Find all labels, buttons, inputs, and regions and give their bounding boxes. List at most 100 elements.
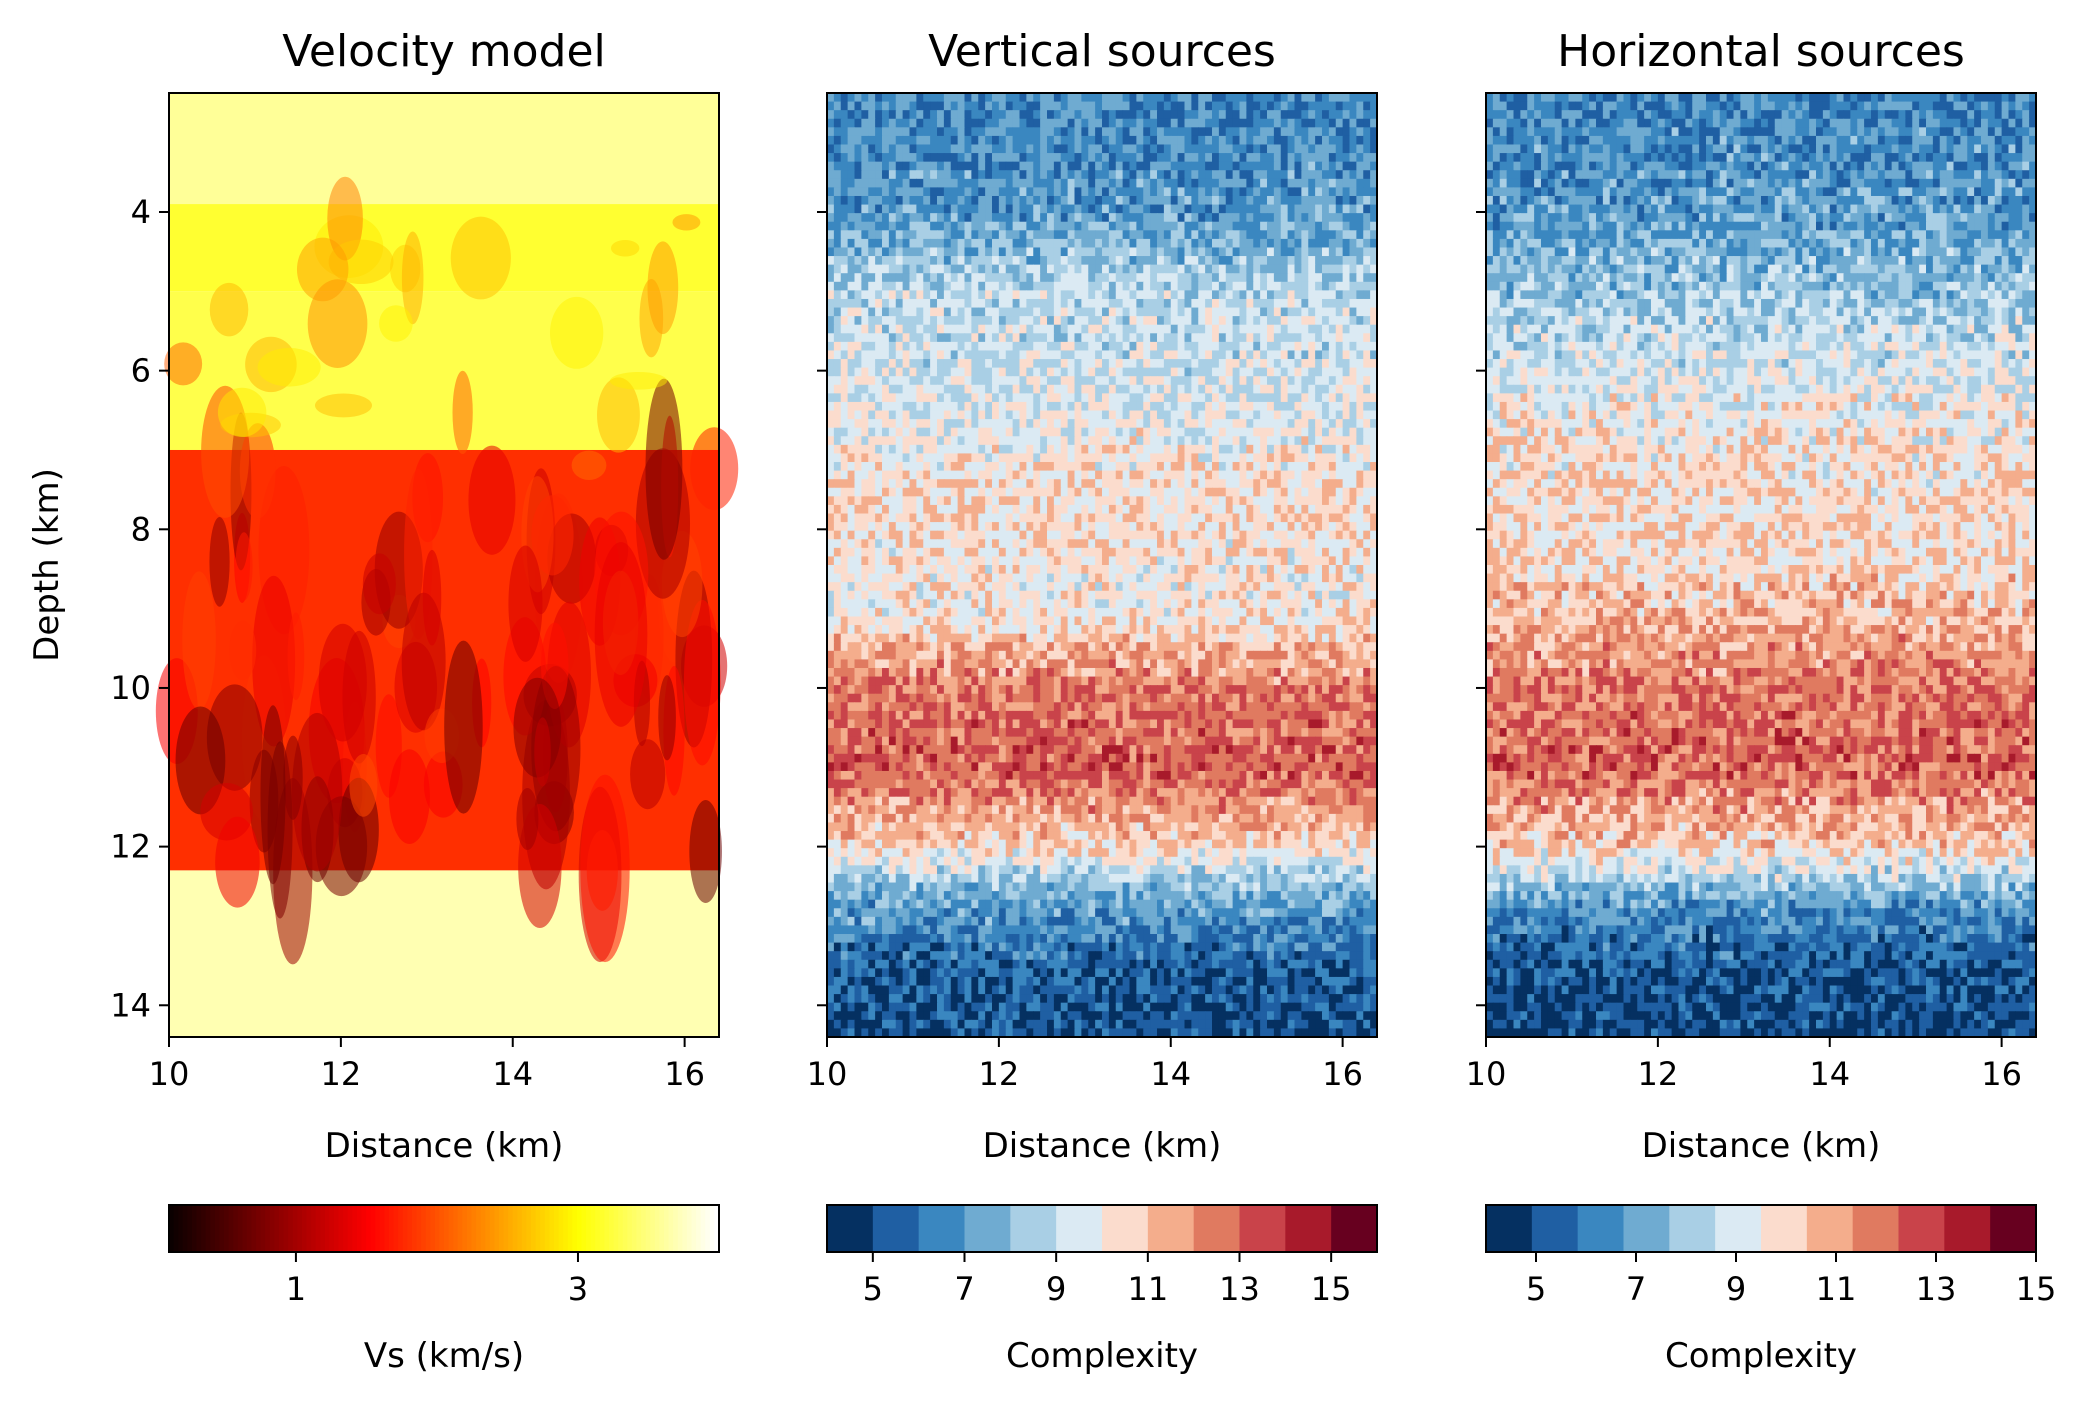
complexity-cell xyxy=(1163,298,1172,309)
complexity-cell xyxy=(1363,127,1371,137)
complexity-cell xyxy=(1335,316,1344,326)
complexity-cell xyxy=(1267,444,1275,455)
complexity-cell xyxy=(1005,101,1014,111)
complexity-cell xyxy=(1335,298,1344,309)
complexity-cell xyxy=(1136,590,1144,600)
complexity-cell xyxy=(1301,427,1309,437)
complexity-cell xyxy=(943,479,952,489)
complexity-cell xyxy=(1019,556,1027,566)
complexity-cell xyxy=(1349,127,1357,137)
complexity-cell xyxy=(1322,522,1330,532)
colorbar-segment xyxy=(544,1205,551,1252)
complexity-cell xyxy=(1280,101,1289,111)
complexity-cell xyxy=(1019,582,1027,592)
complexity-cell xyxy=(1019,135,1027,146)
complexity-cell xyxy=(1081,453,1089,463)
complexity-cell xyxy=(964,350,972,360)
complexity-cell xyxy=(1143,573,1151,583)
complexity-cell xyxy=(1342,410,1351,420)
complexity-cell xyxy=(978,187,986,197)
colorbar-segment xyxy=(182,1205,189,1252)
complexity-cell xyxy=(1088,153,1096,163)
complexity-cell xyxy=(1088,496,1096,506)
velocity-blob xyxy=(182,571,216,710)
complexity-cell xyxy=(882,419,890,429)
complexity-cell xyxy=(930,359,938,369)
complexity-cell xyxy=(1287,410,1296,420)
complexity-cell xyxy=(1163,110,1172,120)
complexity-cell xyxy=(1033,161,1041,171)
complexity-cell xyxy=(1170,341,1179,352)
complexity-cell xyxy=(895,110,904,120)
velocity-blob xyxy=(586,830,618,911)
complexity-cell xyxy=(1088,462,1096,472)
complexity-cell xyxy=(1081,298,1089,309)
colorbar-segment xyxy=(595,1205,601,1252)
complexity-cell xyxy=(1170,101,1179,111)
complexity-cell xyxy=(1232,230,1241,240)
complexity-cell xyxy=(1122,359,1131,369)
complexity-cell xyxy=(1253,170,1261,180)
complexity-cell xyxy=(1315,479,1323,489)
complexity-cell xyxy=(985,178,993,188)
complexity-cell xyxy=(827,178,835,188)
complexity-cell xyxy=(930,384,938,394)
complexity-cell xyxy=(1088,333,1096,343)
complexity-cell xyxy=(1129,462,1137,472)
complexity-cell xyxy=(1322,462,1330,472)
complexity-cell xyxy=(957,504,966,515)
complexity-cell xyxy=(998,359,1007,369)
complexity-cell xyxy=(861,341,869,352)
complexity-cell xyxy=(840,204,849,214)
complexity-cell xyxy=(1198,195,1206,206)
complexity-cell xyxy=(875,453,883,463)
complexity-cell xyxy=(1253,204,1261,214)
complexity-cell xyxy=(833,195,842,206)
complexity-cell xyxy=(1322,350,1330,360)
complexity-cell xyxy=(1294,547,1302,558)
complexity-cell xyxy=(1019,273,1027,283)
complexity-cell xyxy=(971,350,979,360)
complexity-cell xyxy=(978,444,986,455)
complexity-cell xyxy=(1026,264,1034,274)
complexity-cell xyxy=(1102,350,1110,360)
complexity-cell xyxy=(1349,444,1357,455)
complexity-cell xyxy=(1349,307,1357,317)
velocity-blob xyxy=(217,387,267,438)
complexity-cell xyxy=(1342,504,1351,515)
complexity-cell xyxy=(827,436,835,446)
complexity-cell xyxy=(1356,393,1364,403)
complexity-cell xyxy=(964,590,972,600)
complexity-cell xyxy=(1143,298,1151,309)
complexity-cell xyxy=(1191,504,1199,515)
complexity-cell xyxy=(1280,479,1289,489)
complexity-cell xyxy=(1067,178,1076,188)
complexity-cell xyxy=(1177,135,1186,146)
complexity-cell xyxy=(1356,153,1364,163)
complexity-cell xyxy=(1177,513,1186,523)
complexity-cell xyxy=(1184,256,1192,266)
complexity-cell xyxy=(1060,453,1069,463)
complexity-cell xyxy=(1342,101,1351,111)
complexity-cell xyxy=(895,281,904,291)
complexity-cell xyxy=(1136,504,1144,515)
complexity-cell xyxy=(957,565,966,575)
complexity-cell xyxy=(1246,384,1254,394)
complexity-cell xyxy=(1335,238,1344,249)
complexity-cell xyxy=(1322,393,1330,403)
complexity-cell xyxy=(1053,496,1062,506)
complexity-cell xyxy=(1081,161,1089,171)
complexity-cell xyxy=(1047,487,1055,497)
complexity-cell xyxy=(1060,359,1069,369)
complexity-cell xyxy=(1033,453,1041,463)
complexity-cell xyxy=(998,290,1007,300)
complexity-cell xyxy=(1370,221,1378,231)
complexity-cell xyxy=(943,281,952,291)
complexity-cell xyxy=(937,470,945,480)
complexity-cell xyxy=(1198,204,1206,214)
complexity-cell xyxy=(882,230,890,240)
complexity-cell xyxy=(1143,453,1151,463)
complexity-cell xyxy=(1019,161,1027,171)
complexity-cell xyxy=(1212,479,1220,489)
complexity-cell xyxy=(1047,427,1055,437)
